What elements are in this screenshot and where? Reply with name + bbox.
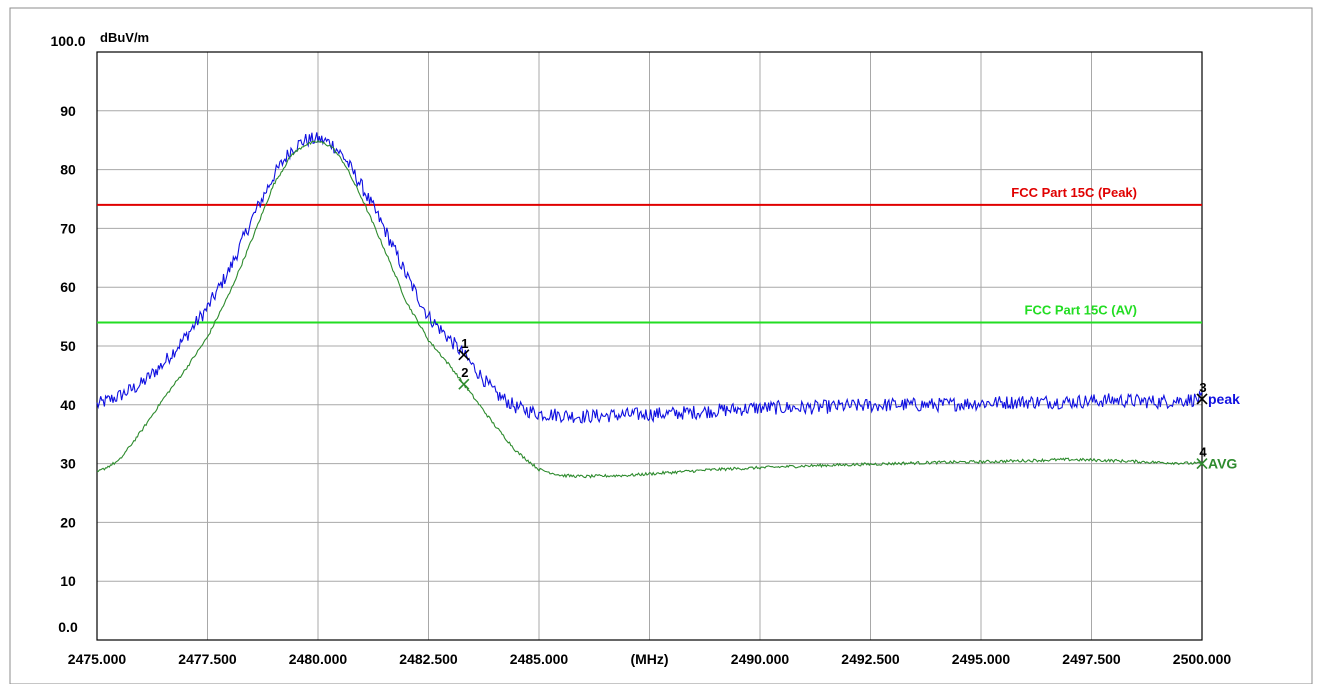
y-tick-label: 70	[60, 220, 76, 236]
tick-labels: 2475.000 2477.500 2480.000 2482.500 2485.000…	[50, 33, 1231, 667]
x-tick-label: 2477.500	[178, 651, 237, 667]
data-series	[96, 132, 1203, 479]
limit-line-label: FCC Part 15C (AV)	[1025, 302, 1137, 317]
x-tick-label: 2492.500	[841, 651, 900, 667]
y-tick-label: 20	[60, 514, 76, 530]
y-tick-label: 100.0	[50, 33, 85, 49]
marker-4-label: 4	[1199, 445, 1207, 460]
marker-1-cross	[458, 349, 470, 361]
marker-1-label: 1	[461, 336, 468, 351]
x-tick-label: 2490.000	[731, 651, 790, 667]
series-end-label: peak	[1208, 391, 1240, 407]
y-tick-label: 60	[60, 279, 76, 295]
limit-line-label: FCC Part 15C (Peak)	[1011, 185, 1137, 200]
y-tick-label: 90	[60, 103, 76, 119]
y-tick-label: 80	[60, 162, 76, 178]
x-tick-label: 2497.500	[1062, 651, 1121, 667]
y-tick-label: 50	[60, 338, 76, 354]
x-tick-label: 2495.000	[952, 651, 1011, 667]
marker-3-label: 3	[1199, 380, 1206, 395]
marker-2-label: 2	[461, 365, 468, 380]
series-line-peak	[96, 132, 1203, 424]
x-tick-label: 2475.000	[68, 651, 127, 667]
plot-border	[96, 51, 1203, 641]
x-tick-label: 2482.500	[399, 651, 458, 667]
x-tick-label: (MHz)	[630, 651, 668, 667]
marker-4-cross	[1196, 458, 1208, 470]
series-line-avg	[96, 139, 1203, 479]
marker-3-cross	[1196, 393, 1208, 405]
series-end-label: AVG	[1208, 456, 1237, 472]
x-tick-label: 2480.000	[289, 651, 348, 667]
y-tick-label: 30	[60, 456, 76, 472]
marker-2-cross	[458, 378, 470, 390]
y-axis-unit-label: dBuV/m	[100, 30, 149, 45]
y-tick-label: 0.0	[58, 619, 78, 635]
y-tick-label: 40	[60, 397, 76, 413]
markers: 1 2 3 4 peak AVG	[458, 336, 1240, 472]
limit-lines: FCC Part 15C (Peak) FCC Part 15C (AV)	[97, 185, 1202, 324]
x-tick-label: 2500.000	[1173, 651, 1232, 667]
x-tick-label: 2485.000	[510, 651, 569, 667]
y-tick-label: 10	[60, 573, 76, 589]
